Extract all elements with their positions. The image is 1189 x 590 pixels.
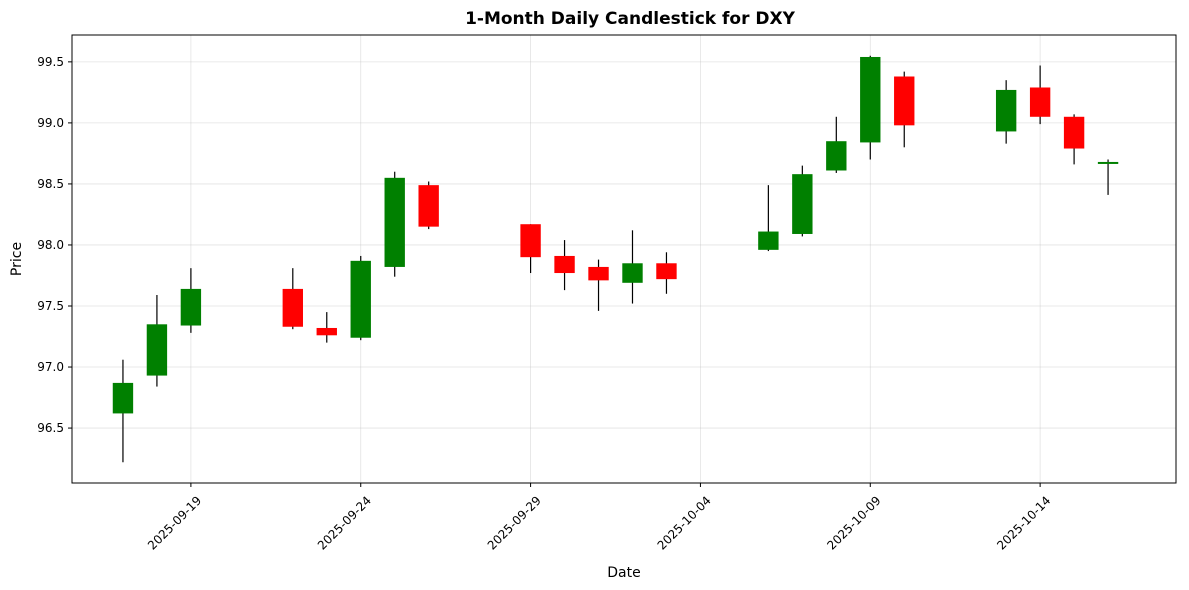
x-tick-label: 2025-10-09	[824, 493, 883, 552]
candle-body-up	[146, 324, 168, 376]
candle-body-up	[180, 288, 202, 326]
chart-title: 1-Month Daily Candlestick for DXY	[465, 9, 796, 29]
plot-frame	[71, 34, 1177, 484]
x-axis-label: Date	[607, 565, 640, 581]
candle-body-up	[112, 382, 134, 414]
y-tick-label: 98.5	[37, 177, 64, 191]
candle-body-up	[860, 56, 881, 143]
x-tick-label: 2025-09-29	[485, 493, 544, 552]
y-tick-label: 97.0	[37, 360, 64, 374]
x-tick-label: 2025-10-14	[994, 493, 1053, 552]
candle-body-down	[316, 327, 337, 336]
y-tick-label: 98.0	[37, 238, 64, 252]
candles	[112, 55, 1119, 463]
y-tick-label: 99.5	[37, 55, 64, 69]
candle-body-up	[622, 263, 643, 283]
candle-body-up	[384, 177, 405, 267]
candle-body-up	[1097, 161, 1119, 164]
candle-body-up	[792, 174, 813, 234]
x-tick-label: 2025-09-19	[145, 493, 204, 552]
candle-body-up	[826, 141, 847, 171]
candle-body-down	[1029, 87, 1051, 117]
y-tick-label: 99.0	[37, 116, 64, 130]
y-axis-label: Price	[9, 242, 25, 276]
candle-body-down	[656, 263, 677, 280]
y-tick-label: 96.5	[37, 421, 64, 435]
candle-body-down	[520, 224, 541, 258]
candle-body-down	[1063, 116, 1085, 149]
candle-body-down	[894, 76, 915, 126]
candle-body-down	[554, 255, 575, 274]
y-tick-label: 97.5	[37, 299, 64, 313]
x-tick-label: 2025-09-24	[315, 493, 374, 552]
candle-body-down	[282, 288, 303, 327]
candle-body-up	[995, 89, 1017, 132]
candle-body-down	[418, 185, 439, 227]
candle-body-down	[588, 266, 609, 281]
x-tick-label: 2025-10-04	[655, 493, 714, 552]
candle-body-up	[758, 231, 779, 250]
candle-body-up	[350, 260, 371, 338]
